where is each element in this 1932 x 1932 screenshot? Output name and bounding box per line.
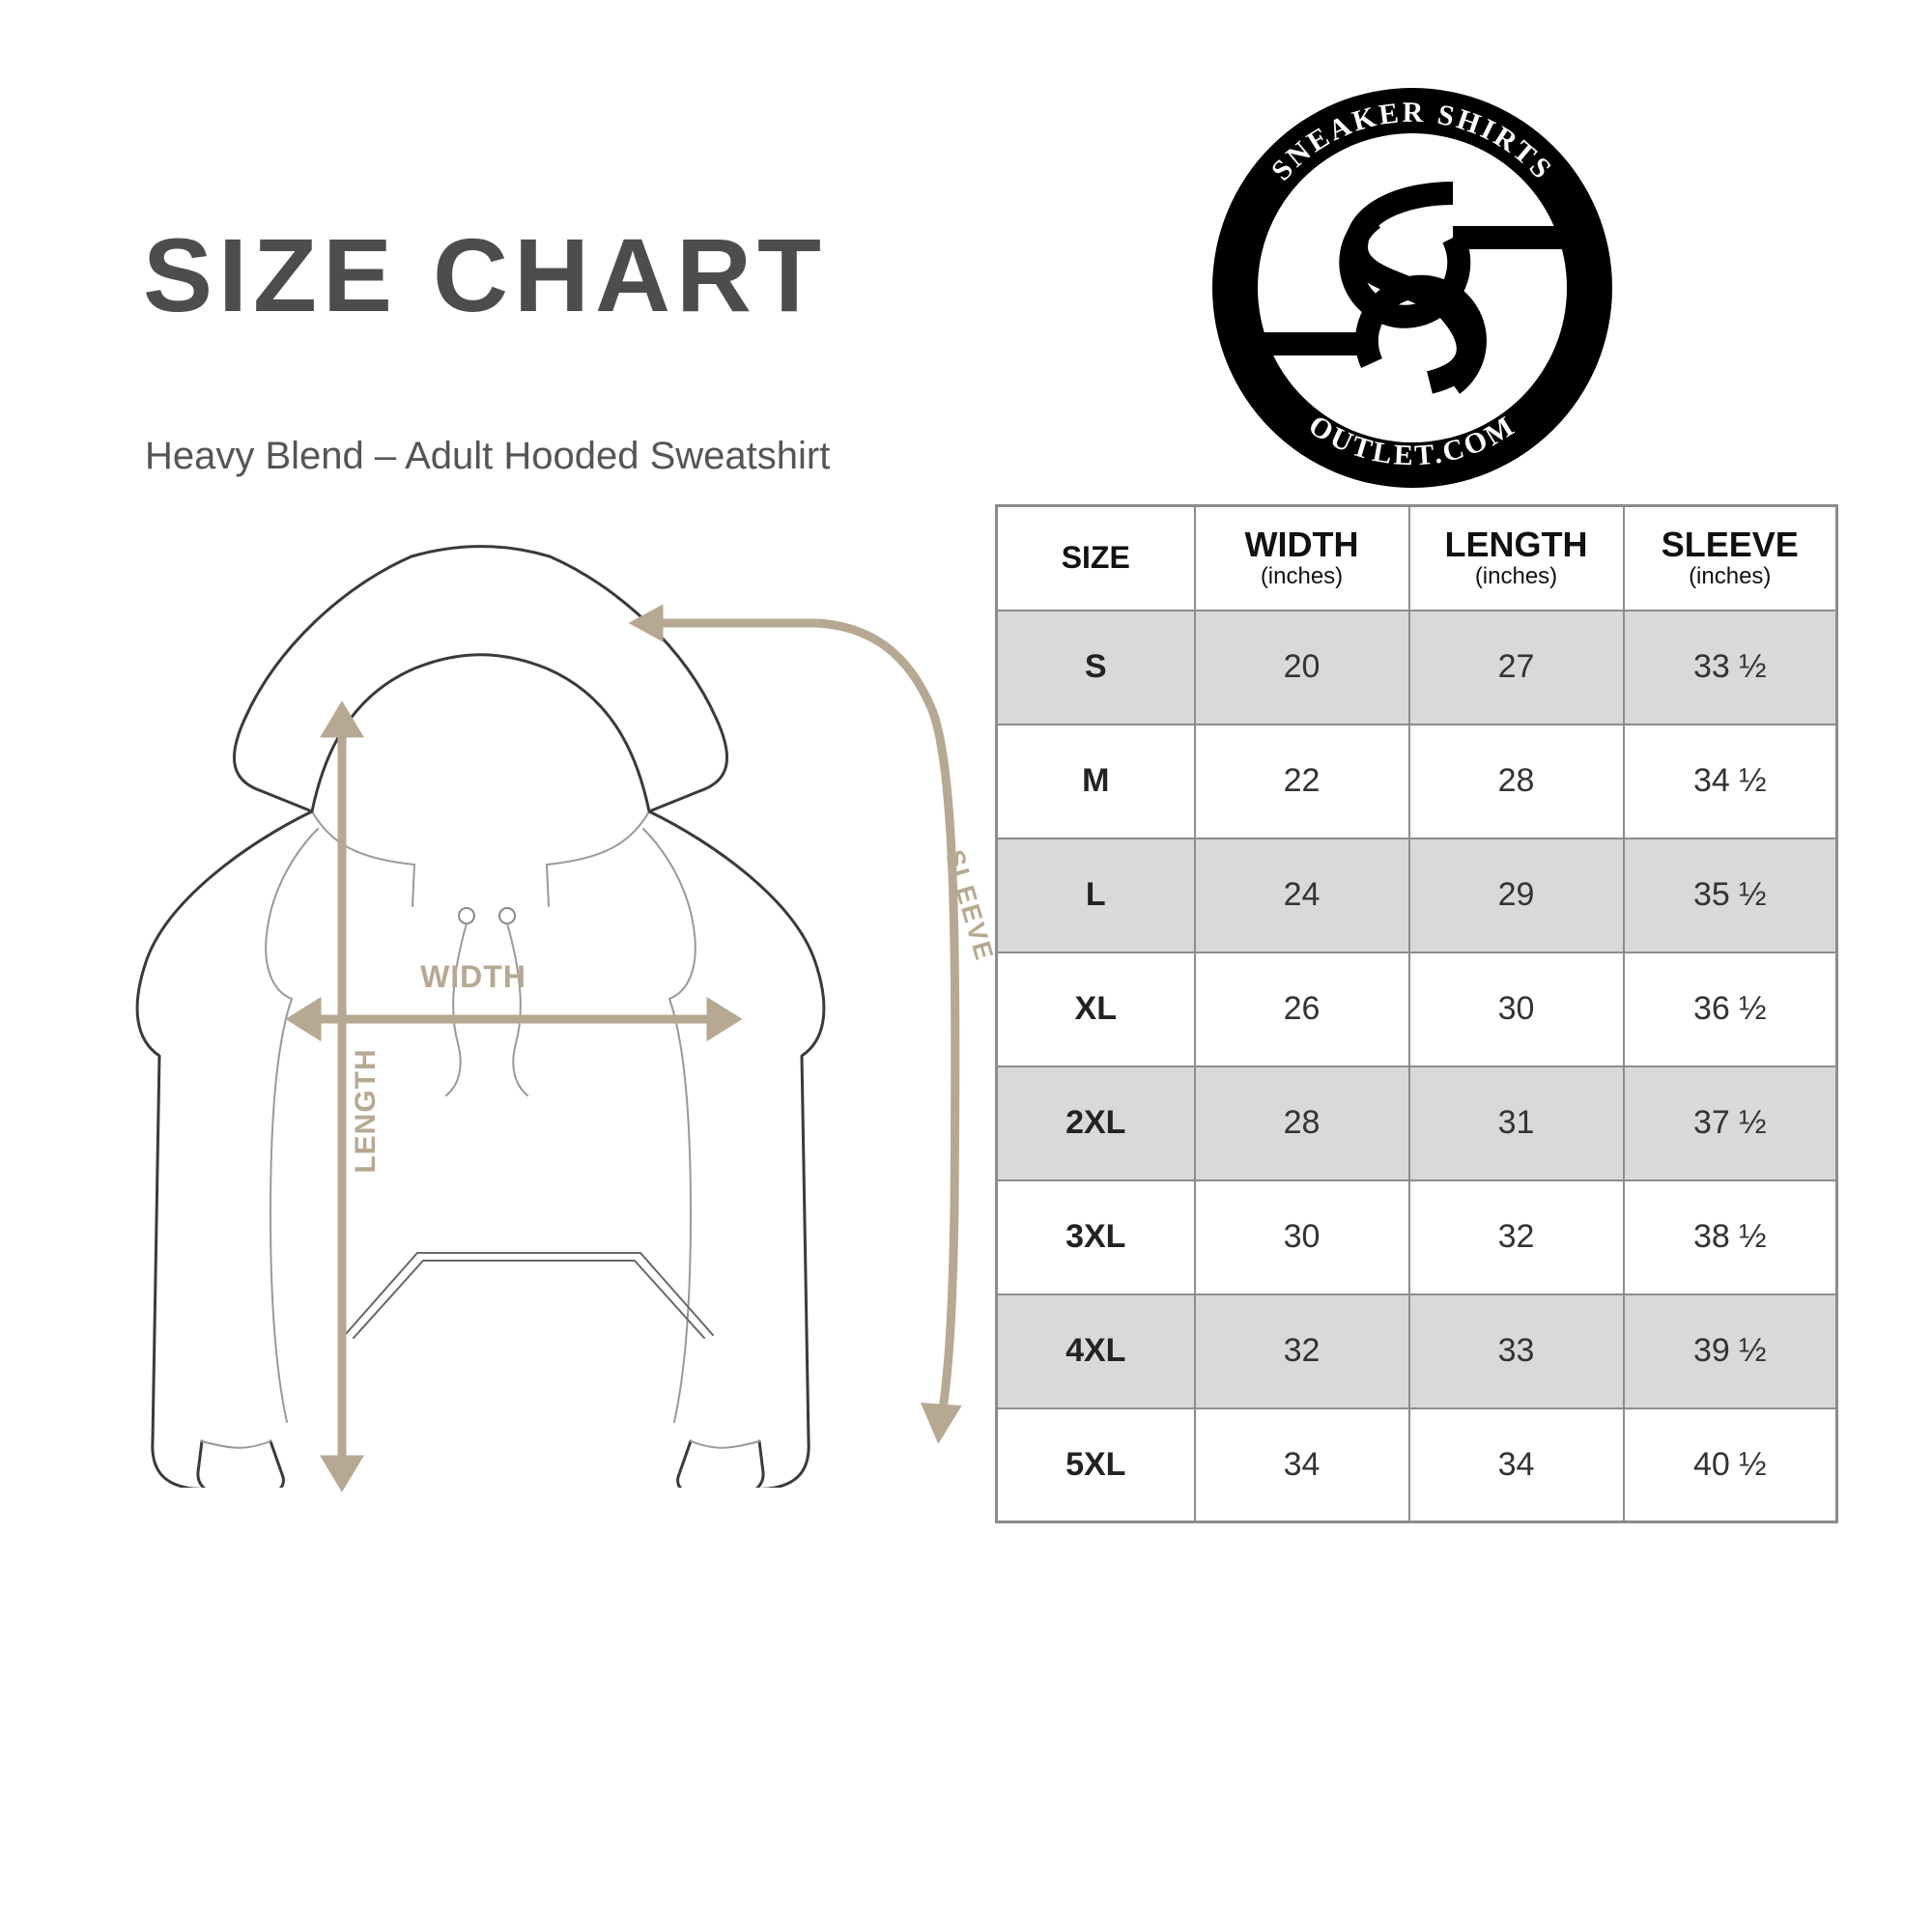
svg-text:LENGTH: LENGTH bbox=[350, 1048, 382, 1173]
svg-text:WIDTH: WIDTH bbox=[420, 959, 526, 994]
svg-text:SLEEVE: SLEEVE bbox=[940, 846, 1000, 964]
